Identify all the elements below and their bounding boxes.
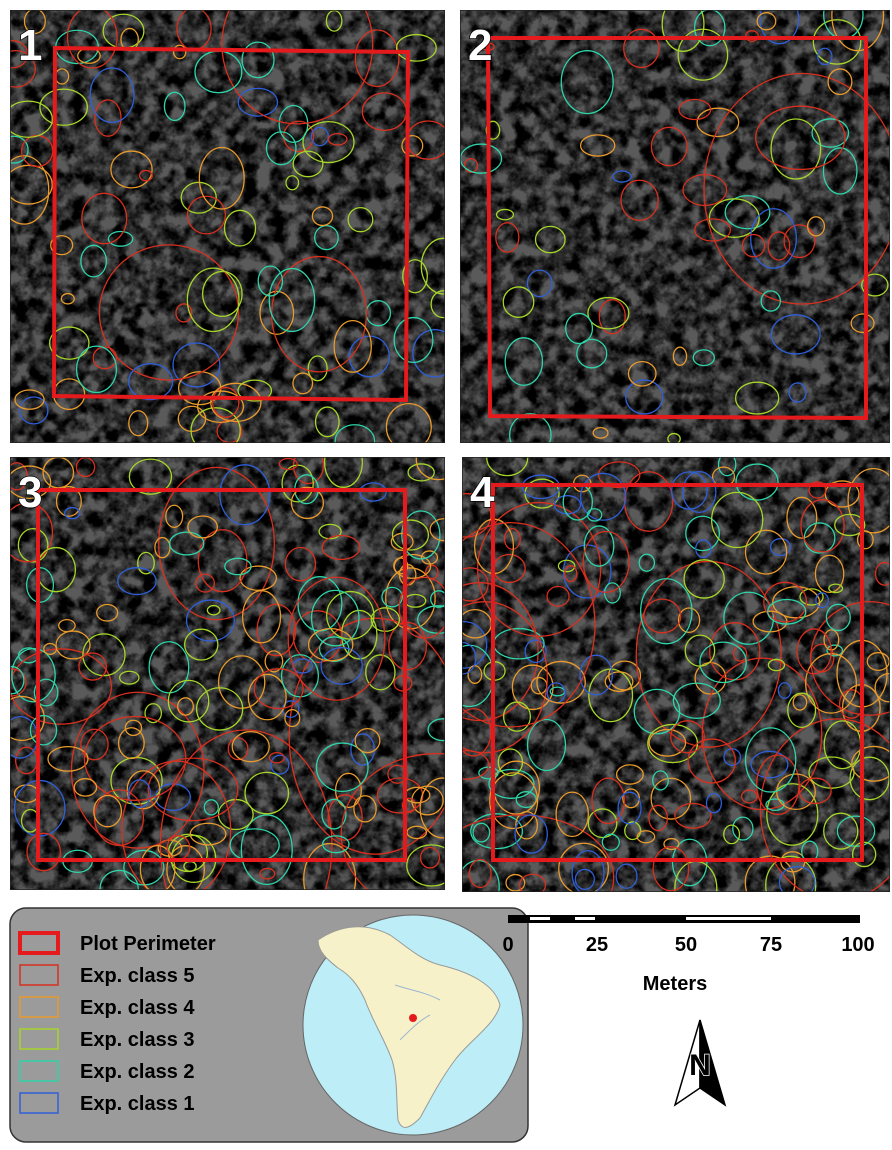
north-label: N bbox=[689, 1049, 711, 1082]
panel-label: 4 bbox=[470, 468, 495, 517]
scale-unit: Meters bbox=[643, 973, 707, 995]
figure: 1 2 3 4 Plot Perimeter Exp. class 5 Exp. cl… bbox=[0, 0, 892, 1150]
aerial-texture bbox=[460, 10, 890, 443]
legend-label: Exp. class 5 bbox=[80, 965, 195, 987]
north-arrow: N bbox=[675, 1020, 725, 1105]
scale-label: 75 bbox=[760, 934, 782, 956]
panels: 1 2 3 4 bbox=[0, 0, 892, 961]
panel-label: 3 bbox=[18, 468, 42, 517]
aerial-texture bbox=[462, 457, 890, 892]
panel-label: 2 bbox=[468, 21, 492, 70]
legend-label: Exp. class 3 bbox=[80, 1029, 195, 1051]
panel: 4 bbox=[421, 440, 892, 940]
legend-label: Exp. class 2 bbox=[80, 1061, 195, 1083]
legend-label: Exp. class 4 bbox=[80, 997, 195, 1019]
panel: 2 bbox=[460, 0, 892, 456]
panel: 3 bbox=[0, 438, 532, 961]
inset-globe bbox=[303, 915, 523, 1135]
scale-label: 50 bbox=[675, 934, 697, 956]
legend-label: Exp. class 1 bbox=[80, 1093, 195, 1115]
scale-label: 25 bbox=[586, 934, 608, 956]
scale-label: 100 bbox=[841, 934, 874, 956]
scale-label: 0 bbox=[502, 934, 513, 956]
panel: 1 bbox=[0, 0, 466, 457]
panel-label: 1 bbox=[18, 21, 42, 70]
scale-bar: 0 25 50 75 100 Meters bbox=[502, 915, 874, 995]
aerial-texture bbox=[10, 457, 445, 890]
legend-label: Plot Perimeter bbox=[80, 933, 216, 955]
